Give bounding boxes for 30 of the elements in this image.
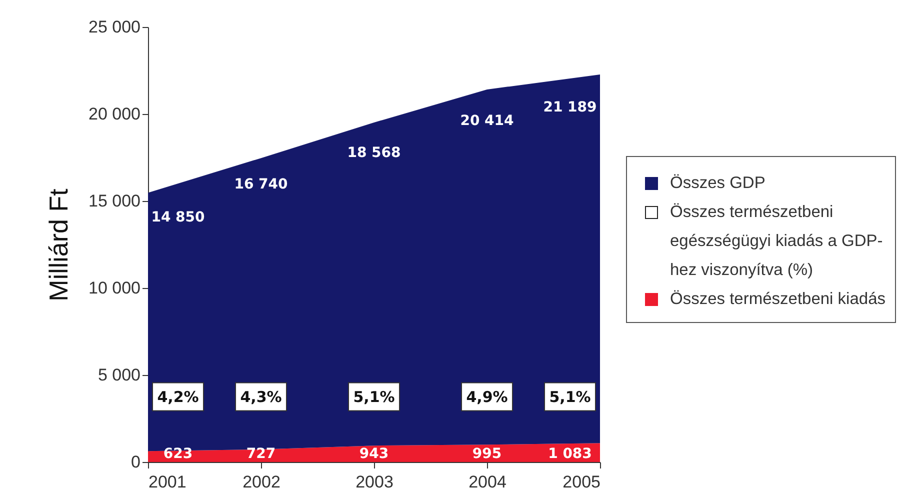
y-tick-label: 15 000 [88, 192, 140, 210]
text: Összes természetbeni egészségügyi kiadás a GDP-hez viszonyítva (%) [670, 202, 884, 281]
data-label: 14 850 [151, 210, 206, 226]
y-axis-title: Milliárd Ft [44, 188, 74, 302]
x-tick-label: 2002 [242, 472, 280, 492]
data-label: 1 083 [548, 446, 592, 462]
x-tick-label: 2003 [356, 472, 394, 492]
y-tick-label: 25 000 [88, 18, 140, 36]
annotation: 4,2% [157, 388, 199, 406]
x-tick-label: 2005 [562, 472, 600, 492]
y-tick-label: 5 000 [98, 366, 140, 384]
legend-label: Összes GDP [670, 173, 766, 194]
annotation: 5,1% [353, 388, 395, 406]
annotation: 4,3% [240, 388, 282, 406]
data-label: 995 [472, 446, 502, 462]
x-tick-label: 2001 [148, 472, 186, 492]
annotation: 5,1% [549, 388, 591, 406]
data-label: 623 [163, 446, 193, 462]
data-label: 21 189 [543, 99, 597, 116]
x-tick-label: 2004 [468, 472, 506, 492]
y-tick-label: 10 000 [88, 278, 140, 298]
data-label: 18 568 [347, 144, 401, 161]
legend-label: Összes természetbeni kiadás [670, 289, 886, 310]
y-tick-label: 0 [131, 452, 140, 472]
annotation: 4,9% [466, 388, 508, 406]
data-label: 16 740 [234, 176, 288, 193]
data-label: 20 414 [460, 112, 514, 129]
y-tick-label: 20 000 [88, 104, 140, 124]
data-label: 943 [359, 446, 389, 462]
data-label: 727 [246, 446, 276, 462]
